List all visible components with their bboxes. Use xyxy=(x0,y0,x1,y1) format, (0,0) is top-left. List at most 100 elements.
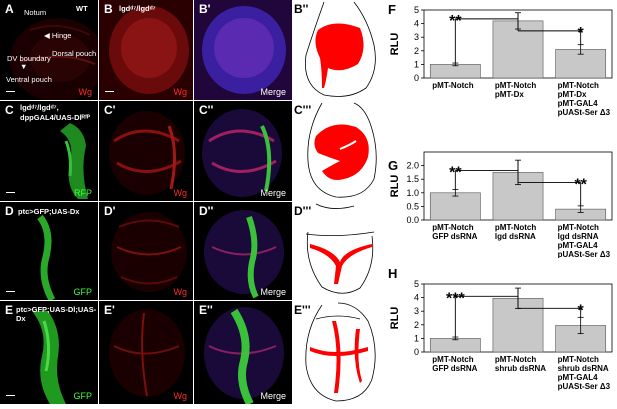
y-tick-label: 0.5 xyxy=(406,201,419,211)
category-label: pMT-GAL4 xyxy=(558,241,599,250)
panel-c2-stain: Merge xyxy=(260,188,286,198)
dorsal-pouch-label: Dorsal pouch xyxy=(52,49,97,58)
category-label: GFP dsRNA xyxy=(432,232,477,241)
significance-label: * xyxy=(578,25,585,42)
bar xyxy=(429,64,481,79)
panel-c-image xyxy=(0,101,98,201)
category-label: pMT-Notch xyxy=(495,81,536,90)
panel-c2-image xyxy=(202,109,282,197)
panel-e1: E' Wg xyxy=(99,301,193,404)
diagram-b-letter: B'' xyxy=(294,2,309,16)
panel-b: B lgdᵈ⁷/lgdᵈ⁷ Wg xyxy=(99,0,193,100)
scale-bar xyxy=(6,90,15,92)
panel-e2-stain: Merge xyxy=(260,391,286,401)
panel-d1-stain: Wg xyxy=(173,287,188,297)
category-label: shrub dsRNA xyxy=(558,364,609,373)
scale-bar xyxy=(6,394,15,396)
diagram-e-letter: E''' xyxy=(294,303,311,317)
bar xyxy=(555,325,607,353)
category-label: pMT-Notch xyxy=(432,81,473,90)
wg-expression-region xyxy=(354,329,362,383)
panel-d2-image xyxy=(204,210,284,299)
diagram-c-letter: C''' xyxy=(294,103,312,117)
category-label: pMT-Notch xyxy=(432,223,473,232)
wing-disc-diagram xyxy=(307,102,377,198)
significance-label: ** xyxy=(574,176,587,193)
notum-label: Notum xyxy=(24,8,47,17)
panel-b-image xyxy=(99,0,193,100)
panel-e: E ptc>GFP;UAS-Dl;UAS-Dx GFP xyxy=(0,301,98,404)
panel-e2-letter: E'' xyxy=(199,303,213,317)
y-axis-label: RLU xyxy=(389,175,401,198)
panel-c1-letter: C' xyxy=(104,103,116,117)
panel-c: C lgdᵈ⁷/lgdᵈ⁷, dppGAL4/UAS-Dlᴿᶠᴾ RFP xyxy=(0,101,98,201)
dv-boundary-label: DV boundary xyxy=(7,54,51,63)
panel-d1-image xyxy=(111,212,187,292)
wing-disc-diagram xyxy=(305,302,376,402)
panel-e2-image xyxy=(204,307,284,404)
panel-c-letter: C xyxy=(5,103,14,117)
y-tick-label: 5 xyxy=(414,279,419,289)
panel-e-genotype: ptc>GFP;UAS-Dl;UAS-Dx xyxy=(16,305,97,323)
ventral-pouch-label: Ventral pouch xyxy=(6,75,52,84)
panel-c1-image xyxy=(109,111,185,195)
category-label: lgd dsRNA xyxy=(495,232,536,241)
panel-d1-letter: D' xyxy=(104,204,116,218)
panel-d2: D'' Merge xyxy=(194,202,292,300)
panel-c1-stain: Wg xyxy=(173,188,188,198)
y-tick-label: 1.5 xyxy=(406,174,419,184)
diagram-d: D''' xyxy=(294,202,380,300)
wg-expression-region xyxy=(332,321,341,393)
y-tick-label: 1 xyxy=(414,59,419,69)
panel-d: D ptc>GFP;UAS-Dx GFP xyxy=(0,202,98,300)
panel-e-image xyxy=(32,311,66,404)
category-label: pUASt-Ser Δ3 xyxy=(558,382,611,391)
panel-e1-image xyxy=(109,309,185,397)
significance-label: ** xyxy=(449,13,462,30)
panel-d-stain: GFP xyxy=(73,287,92,297)
y-tick-label: 4 xyxy=(414,293,419,303)
y-tick-label: 0 xyxy=(414,347,419,357)
wing-disc-diagram xyxy=(305,1,376,97)
bar xyxy=(429,338,481,353)
y-tick-label: 0.0 xyxy=(406,215,419,225)
panel-c-genotype-2: dppGAL4/UAS-Dlᴿᶠᴾ xyxy=(20,113,91,122)
scale-bar xyxy=(6,191,15,193)
panel-a-tag: WT xyxy=(76,4,88,13)
wg-expression-region xyxy=(314,124,369,180)
panel-b1-stain: Merge xyxy=(260,87,286,97)
bar xyxy=(429,192,481,221)
category-label: GFP dsRNA xyxy=(432,364,477,373)
panel-d-letter: D xyxy=(5,204,14,218)
category-label: lgd dsRNA xyxy=(558,232,599,241)
panel-b-letter: B xyxy=(104,2,113,16)
diagram-c: C''' xyxy=(294,101,380,201)
panel-e2: E'' Merge xyxy=(194,301,292,404)
chart-g-letter: G xyxy=(388,158,399,173)
category-label: pMT-Dx xyxy=(495,90,524,99)
category-label: pUASt-Ser Δ3 xyxy=(558,108,611,117)
panel-b1: B' Merge xyxy=(194,0,292,100)
y-tick-label: 4 xyxy=(414,19,419,29)
significance-label: ** xyxy=(449,164,462,181)
wing-disc-diagram xyxy=(305,203,375,294)
panel-c-stain: RFP xyxy=(74,188,92,198)
category-label: pMT-GAL4 xyxy=(558,99,599,108)
diagram-e: E''' xyxy=(294,301,380,404)
significance-label: * xyxy=(578,302,585,319)
panel-b1-letter: B' xyxy=(199,2,211,16)
category-label: pMT-GAL4 xyxy=(558,373,599,382)
wg-expression-region xyxy=(315,23,364,88)
significance-label: *** xyxy=(446,290,465,307)
chart-g: G 0.0 0.5 1.0 1.5 2.0 RLU pMT-Notch GFP dsRNA pM… xyxy=(384,128,617,259)
panel-c2: C'' Merge xyxy=(194,101,292,201)
panel-d2-letter: D'' xyxy=(199,204,214,218)
panel-a-image xyxy=(10,18,98,100)
y-tick-label: 1 xyxy=(414,333,419,343)
y-tick-label: 3 xyxy=(414,32,419,42)
category-label: shrub dsRNA xyxy=(495,364,546,373)
panel-c2-letter: C'' xyxy=(199,103,214,117)
category-label: pMT-Dx xyxy=(558,90,587,99)
